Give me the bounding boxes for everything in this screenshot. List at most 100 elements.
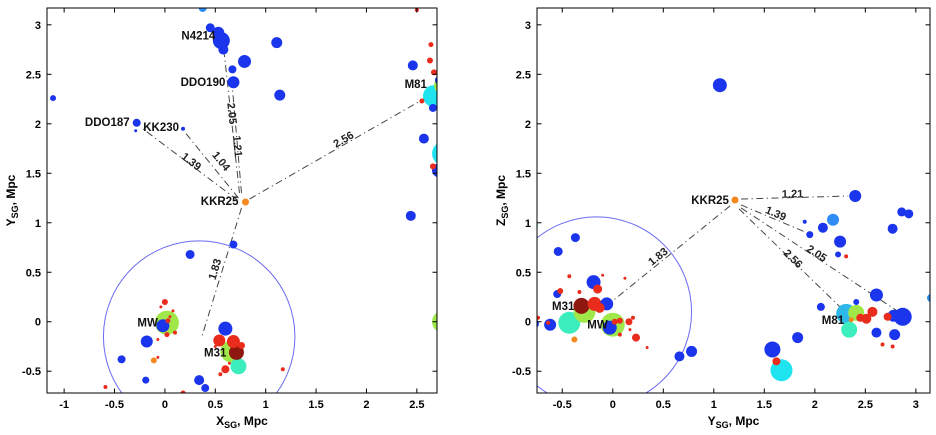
x-tick-label: 1 <box>263 399 269 411</box>
galaxy-label: KKR25 <box>691 195 729 207</box>
galaxy-label: M81 <box>405 79 428 91</box>
distance-line <box>249 96 428 200</box>
galaxy-point <box>212 26 225 39</box>
galaxy-point <box>407 60 418 71</box>
y-axis-label: ZSG, Mpc <box>494 175 510 226</box>
galaxy-point <box>213 344 217 348</box>
galaxy-point <box>150 357 157 364</box>
galaxy-point <box>227 361 231 365</box>
galaxy-point <box>437 107 445 115</box>
galaxy-point <box>172 330 177 335</box>
galaxy-point <box>573 297 590 314</box>
y-tick-label: 0.5 <box>516 267 531 279</box>
galaxy-point <box>867 306 878 317</box>
galaxy-point <box>429 163 436 170</box>
y-tick-label: 1 <box>35 218 41 230</box>
galaxy-point <box>227 76 240 89</box>
galaxy-point <box>165 318 171 324</box>
galaxy-point <box>883 312 892 321</box>
galaxy-point <box>428 42 434 48</box>
distance-label: 2.56 <box>781 247 805 271</box>
galaxy-point <box>834 235 847 248</box>
galaxy-point <box>632 333 641 342</box>
galaxy-point <box>546 320 551 325</box>
galaxy-label: MW <box>587 320 608 332</box>
galaxy-point <box>226 335 240 349</box>
galaxy-point <box>432 143 437 164</box>
galaxy-point <box>180 390 186 393</box>
galaxy-point <box>927 294 930 302</box>
galaxy-point <box>181 126 186 131</box>
galaxy-label: DDO187 <box>85 117 130 129</box>
galaxy-label: M31 <box>552 301 575 313</box>
distance-label: 1.39 <box>179 151 203 174</box>
galaxy-point <box>159 305 163 309</box>
distance-label: 1.04 <box>209 149 232 174</box>
galaxy-label: MW <box>137 318 158 330</box>
galaxy-point <box>802 219 807 224</box>
y-tick-label: 0 <box>35 317 41 329</box>
galaxy-point <box>827 213 840 226</box>
x-tick-label: 1 <box>711 399 717 411</box>
x-tick-label: 0 <box>610 399 616 411</box>
x-tick-label: 2.5 <box>858 399 873 411</box>
galaxy-point <box>806 231 814 239</box>
distance-label: 1.21 <box>782 188 804 200</box>
galaxy-point <box>156 355 160 359</box>
x-axis-label: YSG, Mpc <box>708 414 760 430</box>
distance-label: 2.56 <box>332 129 357 150</box>
distance-label: 2.05 <box>804 243 829 265</box>
distance-label: 1.39 <box>763 204 787 223</box>
galaxy-point <box>848 317 854 323</box>
galaxy-point <box>686 345 698 357</box>
galaxy-point <box>438 100 444 106</box>
plot-frame <box>46 7 438 394</box>
y-tick-label: 1 <box>525 218 531 230</box>
y-tick-label: 1.5 <box>516 168 531 180</box>
galaxy-point <box>731 196 739 204</box>
distance-label: 1.83 <box>646 246 670 269</box>
galaxy-point <box>194 375 205 386</box>
x-tick-label: -1 <box>59 399 69 411</box>
galaxy-point <box>437 96 449 108</box>
galaxy-point <box>230 358 247 375</box>
galaxy-point <box>221 365 230 374</box>
galaxy-point <box>213 334 226 347</box>
distance-line <box>185 133 239 199</box>
galaxy-point <box>890 344 895 349</box>
galaxy-point <box>134 129 138 133</box>
x-tick-label: 3 <box>913 399 919 411</box>
galaxy-point <box>242 198 250 206</box>
galaxy-point <box>218 372 223 377</box>
galaxy-point <box>280 367 285 372</box>
x-tick-label: 1.5 <box>308 399 323 411</box>
galaxy-label: KKR25 <box>201 196 239 208</box>
galaxy-point <box>570 233 580 243</box>
galaxy-point <box>198 8 207 12</box>
galaxy-point <box>537 315 541 320</box>
galaxy-point <box>142 376 150 384</box>
y-tick-label: 1.5 <box>26 168 41 180</box>
galaxy-point <box>712 78 727 93</box>
galaxy-point <box>571 336 578 343</box>
galaxy-label: DDO190 <box>181 77 226 89</box>
galaxy-point <box>645 345 649 349</box>
y-tick-label: 2 <box>35 119 41 131</box>
distance-line <box>738 208 854 321</box>
galaxy-point <box>856 313 865 322</box>
galaxy-point <box>418 133 429 144</box>
y-axis-label: YSG, Mpc <box>4 174 20 226</box>
y-tick-label: -0.5 <box>22 366 41 378</box>
galaxy-point <box>422 85 437 108</box>
galaxy-point <box>772 357 781 366</box>
galaxy-point <box>616 317 623 324</box>
local-group-circle <box>102 240 296 393</box>
galaxy-point <box>557 288 564 295</box>
galaxy-point <box>623 276 627 280</box>
galaxy-point <box>161 298 168 305</box>
x-tick-label: 1.5 <box>757 399 772 411</box>
galaxy-point <box>201 384 210 393</box>
distance-label: 1.21 <box>230 135 244 157</box>
y-tick-label: 0.5 <box>26 267 41 279</box>
